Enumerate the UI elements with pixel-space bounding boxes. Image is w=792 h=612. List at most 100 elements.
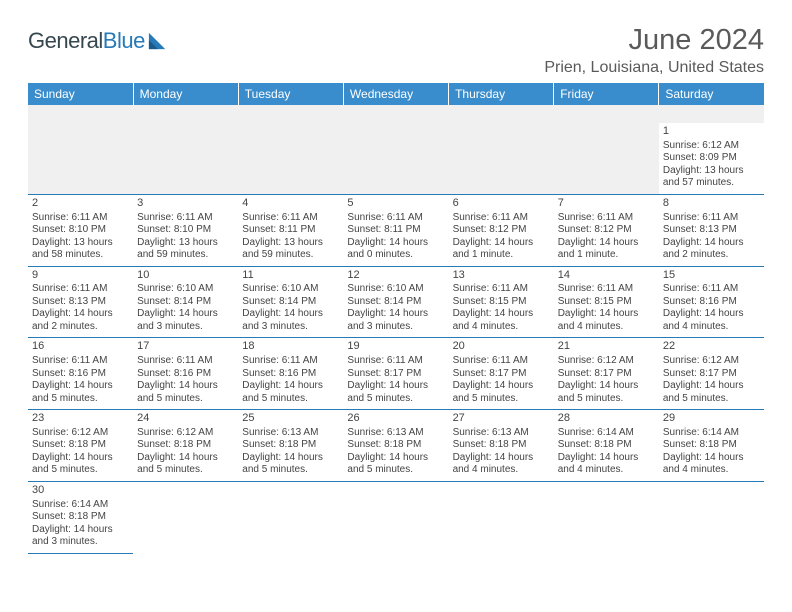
sunset-text: Sunset: 8:18 PM bbox=[137, 439, 234, 452]
weekday-header: Monday bbox=[133, 83, 238, 105]
calendar-row: 2Sunrise: 6:11 AMSunset: 8:10 PMDaylight… bbox=[28, 194, 764, 266]
calendar-row: 9Sunrise: 6:11 AMSunset: 8:13 PMDaylight… bbox=[28, 266, 764, 338]
sunrise-text: Sunrise: 6:10 AM bbox=[347, 283, 444, 296]
calendar-cell: 20Sunrise: 6:11 AMSunset: 8:17 PMDayligh… bbox=[449, 338, 554, 410]
sunset-text: Sunset: 8:18 PM bbox=[453, 439, 550, 452]
daylight-text: Daylight: 14 hours and 4 minutes. bbox=[663, 308, 760, 333]
sunset-text: Sunset: 8:18 PM bbox=[32, 439, 129, 452]
calendar-cell: 21Sunrise: 6:12 AMSunset: 8:17 PMDayligh… bbox=[554, 338, 659, 410]
sunset-text: Sunset: 8:16 PM bbox=[32, 368, 129, 381]
daylight-text: Daylight: 14 hours and 4 minutes. bbox=[453, 308, 550, 333]
weekday-header: Wednesday bbox=[343, 83, 448, 105]
calendar-header-row: Sunday Monday Tuesday Wednesday Thursday… bbox=[28, 83, 764, 105]
calendar-cell: 17Sunrise: 6:11 AMSunset: 8:16 PMDayligh… bbox=[133, 338, 238, 410]
daylight-text: Daylight: 14 hours and 4 minutes. bbox=[558, 452, 655, 477]
sunrise-text: Sunrise: 6:11 AM bbox=[453, 283, 550, 296]
daylight-text: Daylight: 14 hours and 4 minutes. bbox=[453, 452, 550, 477]
day-number: 18 bbox=[242, 340, 339, 354]
weekday-header: Tuesday bbox=[238, 83, 343, 105]
sunrise-text: Sunrise: 6:13 AM bbox=[347, 427, 444, 440]
sunrise-text: Sunrise: 6:11 AM bbox=[663, 283, 760, 296]
daylight-text: Daylight: 14 hours and 3 minutes. bbox=[137, 308, 234, 333]
sunset-text: Sunset: 8:16 PM bbox=[137, 368, 234, 381]
sunrise-text: Sunrise: 6:13 AM bbox=[242, 427, 339, 440]
day-number: 13 bbox=[453, 269, 550, 283]
day-number: 30 bbox=[32, 484, 129, 498]
calendar-cell: 7Sunrise: 6:11 AMSunset: 8:12 PMDaylight… bbox=[554, 194, 659, 266]
sunrise-text: Sunrise: 6:12 AM bbox=[32, 427, 129, 440]
calendar-cell bbox=[343, 123, 448, 194]
sunrise-text: Sunrise: 6:13 AM bbox=[453, 427, 550, 440]
daylight-text: Daylight: 13 hours and 57 minutes. bbox=[663, 165, 760, 190]
sunset-text: Sunset: 8:13 PM bbox=[32, 296, 129, 309]
calendar-cell: 25Sunrise: 6:13 AMSunset: 8:18 PMDayligh… bbox=[238, 410, 343, 482]
calendar-cell bbox=[133, 481, 238, 553]
sunrise-text: Sunrise: 6:11 AM bbox=[558, 283, 655, 296]
day-number: 10 bbox=[137, 269, 234, 283]
sunset-text: Sunset: 8:16 PM bbox=[242, 368, 339, 381]
sunset-text: Sunset: 8:17 PM bbox=[663, 368, 760, 381]
calendar-cell: 27Sunrise: 6:13 AMSunset: 8:18 PMDayligh… bbox=[449, 410, 554, 482]
calendar-cell: 11Sunrise: 6:10 AMSunset: 8:14 PMDayligh… bbox=[238, 266, 343, 338]
sunrise-text: Sunrise: 6:12 AM bbox=[663, 140, 760, 153]
calendar-cell bbox=[554, 481, 659, 553]
sunrise-text: Sunrise: 6:11 AM bbox=[32, 283, 129, 296]
calendar-cell: 19Sunrise: 6:11 AMSunset: 8:17 PMDayligh… bbox=[343, 338, 448, 410]
day-number: 11 bbox=[242, 269, 339, 283]
sunrise-text: Sunrise: 6:11 AM bbox=[242, 212, 339, 225]
sunrise-text: Sunrise: 6:11 AM bbox=[453, 355, 550, 368]
calendar-row: 30Sunrise: 6:14 AMSunset: 8:18 PMDayligh… bbox=[28, 481, 764, 553]
calendar-row: 16Sunrise: 6:11 AMSunset: 8:16 PMDayligh… bbox=[28, 338, 764, 410]
daylight-text: Daylight: 14 hours and 5 minutes. bbox=[558, 380, 655, 405]
sunset-text: Sunset: 8:17 PM bbox=[347, 368, 444, 381]
daylight-text: Daylight: 13 hours and 59 minutes. bbox=[137, 237, 234, 262]
sunrise-text: Sunrise: 6:11 AM bbox=[32, 355, 129, 368]
calendar-cell: 16Sunrise: 6:11 AMSunset: 8:16 PMDayligh… bbox=[28, 338, 133, 410]
calendar-cell bbox=[28, 123, 133, 194]
sunset-text: Sunset: 8:10 PM bbox=[32, 224, 129, 237]
daylight-text: Daylight: 14 hours and 4 minutes. bbox=[663, 452, 760, 477]
page-header: GeneralBlue June 2024 Prien, Louisiana, … bbox=[28, 24, 764, 77]
sunrise-text: Sunrise: 6:11 AM bbox=[558, 212, 655, 225]
daylight-text: Daylight: 14 hours and 2 minutes. bbox=[32, 308, 129, 333]
calendar-cell: 24Sunrise: 6:12 AMSunset: 8:18 PMDayligh… bbox=[133, 410, 238, 482]
weekday-header: Saturday bbox=[659, 83, 764, 105]
day-number: 9 bbox=[32, 269, 129, 283]
calendar-cell bbox=[343, 481, 448, 553]
day-number: 28 bbox=[558, 412, 655, 426]
sunset-text: Sunset: 8:15 PM bbox=[453, 296, 550, 309]
daylight-text: Daylight: 14 hours and 5 minutes. bbox=[242, 380, 339, 405]
sunset-text: Sunset: 8:18 PM bbox=[663, 439, 760, 452]
daylight-text: Daylight: 14 hours and 3 minutes. bbox=[347, 308, 444, 333]
day-number: 2 bbox=[32, 197, 129, 211]
sunrise-text: Sunrise: 6:11 AM bbox=[453, 212, 550, 225]
calendar-cell bbox=[449, 123, 554, 194]
day-number: 4 bbox=[242, 197, 339, 211]
sunset-text: Sunset: 8:14 PM bbox=[347, 296, 444, 309]
daylight-text: Daylight: 14 hours and 3 minutes. bbox=[32, 524, 129, 549]
calendar-cell bbox=[659, 481, 764, 553]
title-block: June 2024 Prien, Louisiana, United State… bbox=[544, 24, 764, 77]
daylight-text: Daylight: 14 hours and 5 minutes. bbox=[347, 452, 444, 477]
weekday-header: Sunday bbox=[28, 83, 133, 105]
logo-text: GeneralBlue bbox=[28, 28, 145, 54]
day-number: 15 bbox=[663, 269, 760, 283]
calendar-cell: 18Sunrise: 6:11 AMSunset: 8:16 PMDayligh… bbox=[238, 338, 343, 410]
sunrise-text: Sunrise: 6:12 AM bbox=[663, 355, 760, 368]
sunrise-text: Sunrise: 6:10 AM bbox=[137, 283, 234, 296]
day-number: 1 bbox=[663, 125, 760, 139]
calendar-cell bbox=[554, 123, 659, 194]
sunrise-text: Sunrise: 6:10 AM bbox=[242, 283, 339, 296]
sunset-text: Sunset: 8:17 PM bbox=[453, 368, 550, 381]
day-number: 25 bbox=[242, 412, 339, 426]
daylight-text: Daylight: 14 hours and 3 minutes. bbox=[242, 308, 339, 333]
sunset-text: Sunset: 8:18 PM bbox=[347, 439, 444, 452]
day-number: 5 bbox=[347, 197, 444, 211]
calendar-table: Sunday Monday Tuesday Wednesday Thursday… bbox=[28, 83, 764, 554]
calendar-cell: 12Sunrise: 6:10 AMSunset: 8:14 PMDayligh… bbox=[343, 266, 448, 338]
location-text: Prien, Louisiana, United States bbox=[544, 59, 764, 77]
sunrise-text: Sunrise: 6:11 AM bbox=[32, 212, 129, 225]
sunset-text: Sunset: 8:09 PM bbox=[663, 152, 760, 165]
daylight-text: Daylight: 14 hours and 0 minutes. bbox=[347, 237, 444, 262]
calendar-cell bbox=[238, 123, 343, 194]
